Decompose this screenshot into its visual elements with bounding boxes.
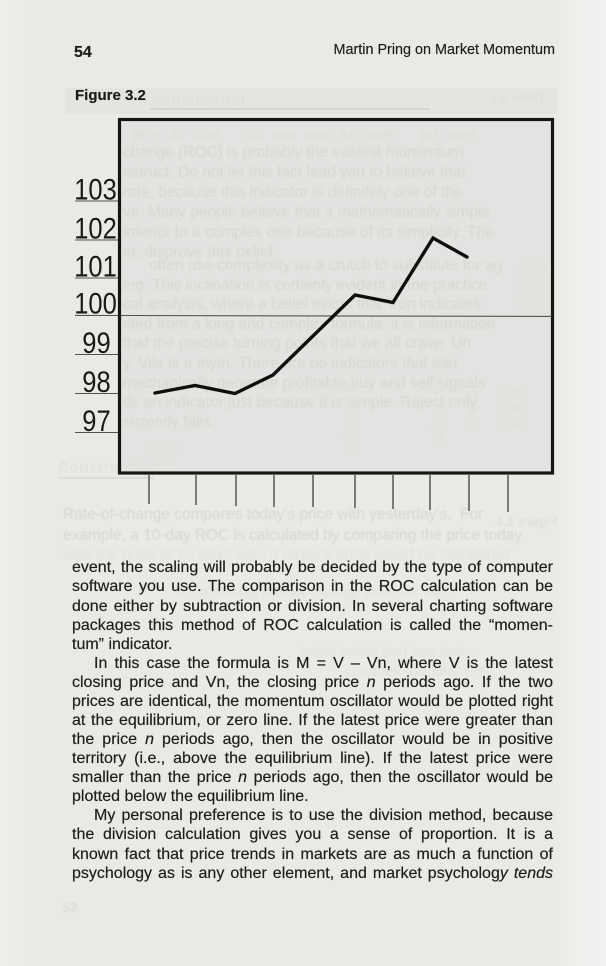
svg-text:102: 102	[74, 211, 117, 244]
svg-text:97: 97	[82, 404, 110, 437]
svg-text:100: 100	[74, 287, 117, 320]
svg-text:101: 101	[74, 249, 117, 282]
svg-text:98: 98	[82, 365, 110, 398]
svg-text:103: 103	[74, 172, 117, 205]
svg-text:99: 99	[82, 326, 110, 359]
